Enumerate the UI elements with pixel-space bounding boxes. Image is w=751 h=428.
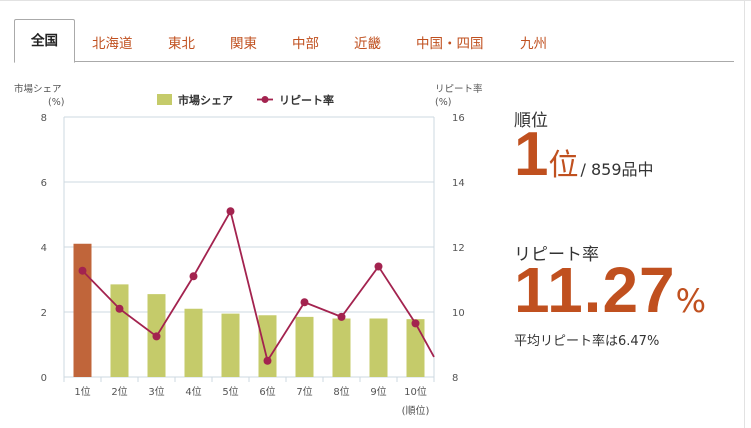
tab-kanto[interactable]: 関東: [230, 36, 257, 52]
right-tick-label: 8: [452, 373, 458, 384]
legend-repeat-rate: リピート率: [279, 93, 334, 107]
x-tick-label: 8位: [333, 385, 349, 398]
left-axis-unit: (%): [48, 97, 64, 108]
left-tick-label: 6: [41, 178, 47, 189]
right-border: [744, 0, 745, 428]
repeat-rate-point: [374, 262, 383, 271]
tab-hokkaido[interactable]: 北海道: [92, 36, 133, 52]
bar-market-share: [73, 243, 92, 377]
bar-market-share: [221, 313, 240, 377]
bar-market-share: [332, 318, 351, 377]
repeat-rate-point: [189, 272, 198, 281]
left-axis-title: 市場シェア: [14, 83, 62, 95]
x-tick-label: 9位: [370, 385, 386, 398]
left-tick-label: 2: [41, 308, 47, 319]
right-axis-unit: (%): [435, 97, 451, 108]
repeat-rate-number: 11.27: [514, 254, 676, 326]
left-tick-label: 8: [41, 113, 47, 124]
rank-unit: 位: [548, 148, 579, 183]
right-tick-label: 14: [452, 178, 465, 189]
x-tick-label: 5位: [222, 385, 238, 398]
tab-chubu[interactable]: 中部: [292, 36, 319, 52]
x-tick-label: 4位: [185, 385, 201, 398]
bar-market-share: [110, 284, 129, 377]
tab-zenkoku[interactable]: 全国: [14, 19, 75, 63]
repeat-rate-point: [411, 319, 420, 328]
x-tick-label: 10位: [404, 385, 427, 398]
left-tick-label: 4: [41, 243, 47, 254]
bar-market-share: [295, 316, 314, 377]
rank-number: 1: [514, 120, 549, 189]
average-repeat-rate: 平均リピート率は6.47%: [514, 334, 660, 349]
tab-tohoku[interactable]: 東北: [168, 36, 195, 52]
right-tick-label: 10: [452, 308, 465, 319]
repeat-rate-point: [337, 312, 346, 321]
bar-market-share: [369, 318, 388, 377]
repeat-rate-unit: %: [675, 282, 707, 320]
tab-kyushu[interactable]: 九州: [520, 36, 547, 52]
tab-chugoku-shikoku[interactable]: 中国・四国: [416, 36, 484, 52]
x-tick-label: 3位: [148, 385, 164, 398]
share-repeat-chart: 0 2 4 6 8 8 10 12 14 16 市場シェア (%) リピート率 (%) 1位 2位 3位 4位 5位…: [14, 83, 483, 417]
rank-value-row: 1位/ 859品中: [514, 124, 654, 186]
repeat-rate-point: [115, 304, 124, 313]
region-tabs: 全国 北海道 東北 関東 中部 近畿 中国・四国 九州: [14, 19, 734, 63]
right-tick-label: 16: [452, 113, 465, 124]
repeat-rate-point: [152, 332, 161, 341]
legend-line-marker: [261, 96, 269, 103]
rank-total: / 859品中: [580, 160, 654, 179]
repeat-rate-point: [226, 207, 235, 216]
tab-kinki[interactable]: 近畿: [354, 36, 381, 52]
x-tick-label: 7位: [296, 385, 312, 398]
repeat-rate-point: [300, 298, 309, 307]
repeat-rate-point: [78, 266, 87, 275]
rank-label: 順位: [514, 111, 548, 131]
right-tick-label: 12: [452, 243, 465, 254]
bar-market-share: [184, 308, 203, 377]
right-axis-title: リピート率: [435, 83, 483, 95]
x-axis-title: (順位): [402, 404, 430, 417]
repeat-rate-label: リピート率: [514, 245, 599, 265]
x-tick-label: 6位: [259, 385, 275, 398]
repeat-rate-row: 11.27%: [514, 258, 706, 322]
bar-market-share: [406, 319, 425, 377]
legend-bar-swatch: [157, 94, 172, 105]
left-tick-label: 0: [41, 373, 47, 384]
x-tick-label: 2位: [111, 385, 127, 398]
x-tick-label: 1位: [74, 385, 90, 398]
legend-market-share: 市場シェア: [178, 93, 233, 107]
top-border: [0, 0, 751, 1]
repeat-rate-point: [263, 356, 272, 365]
bar-market-share: [258, 315, 277, 377]
